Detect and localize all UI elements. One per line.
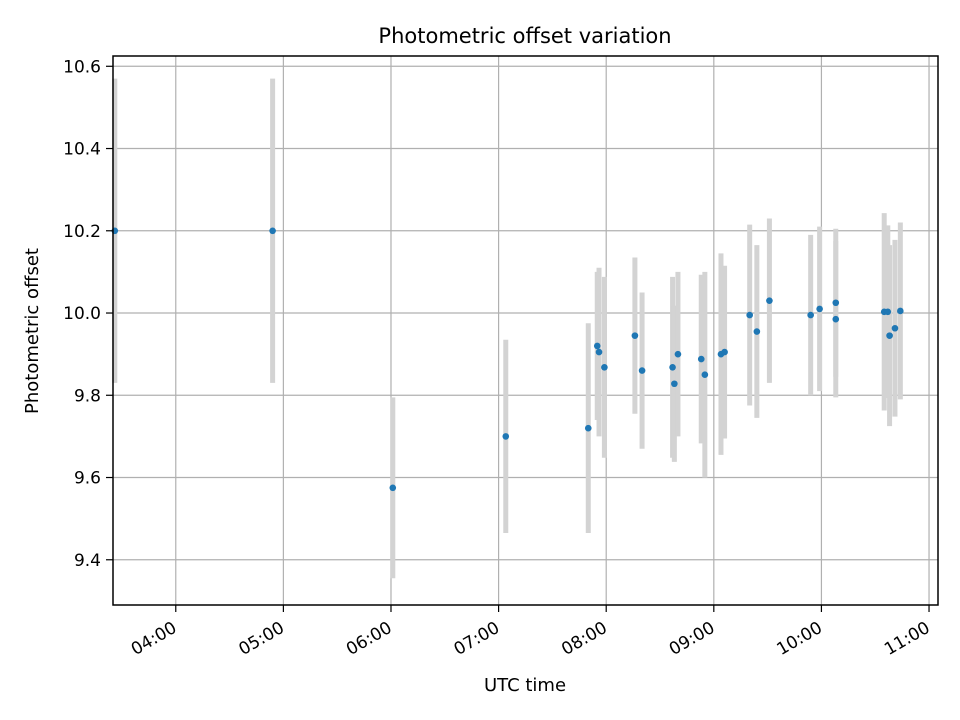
data-point (671, 380, 678, 388)
x-tick-label: 10:00 (773, 618, 825, 660)
data-point (701, 371, 709, 379)
data-point (669, 364, 676, 371)
grid (113, 56, 938, 605)
y-tick-label: 9.6 (74, 469, 101, 489)
data-point (389, 484, 397, 492)
data-point (832, 299, 840, 307)
data-point (721, 348, 728, 356)
y-axis-title: Photometric offset (22, 248, 43, 414)
chart-title: Photometric offset variation (378, 24, 671, 48)
x-tick-label: 04:00 (128, 618, 180, 660)
x-tick-label: 11:00 (881, 618, 933, 660)
y-tick-label: 9.8 (74, 386, 101, 406)
y-tick-label: 10.4 (63, 140, 101, 160)
data-point (601, 364, 608, 371)
data-point (631, 332, 639, 339)
data-point (269, 227, 276, 235)
data-point (674, 350, 682, 358)
error-bars (112, 78, 903, 579)
data-point (832, 315, 840, 323)
data-point (897, 307, 904, 315)
data-point (816, 305, 823, 313)
data-point (753, 328, 761, 335)
x-tick-label: 07:00 (451, 618, 503, 660)
data-point (891, 324, 899, 332)
y-tick-label: 10.0 (63, 304, 101, 324)
data-point (584, 424, 592, 432)
data-point (595, 348, 603, 356)
data-point (886, 332, 893, 339)
plot-frame (112, 55, 939, 606)
x-tick-label: 08:00 (558, 618, 610, 660)
data-points (111, 227, 904, 492)
data-point (807, 311, 814, 319)
x-axis-ticks: 04:00 05:00 06:00 07:00 08:00 09:00 10:00 11:00 (128, 605, 934, 660)
data-point (697, 355, 705, 363)
y-tick-label: 10.6 (63, 57, 101, 77)
data-point (884, 308, 892, 316)
y-tick-label: 9.4 (74, 551, 101, 571)
x-tick-label: 06:00 (343, 618, 395, 660)
y-tick-label: 10.2 (63, 222, 101, 242)
x-axis-title: UTC time (484, 675, 566, 696)
data-point (766, 297, 773, 304)
data-point (502, 433, 510, 440)
data-point (746, 311, 753, 319)
x-tick-label: 05:00 (235, 618, 287, 660)
data-point (593, 342, 601, 350)
x-tick-label: 09:00 (666, 618, 718, 660)
data-point (638, 367, 646, 374)
y-axis-ticks: 9.4 9.6 9.8 10.0 10.2 10.4 10.6 (63, 57, 113, 571)
